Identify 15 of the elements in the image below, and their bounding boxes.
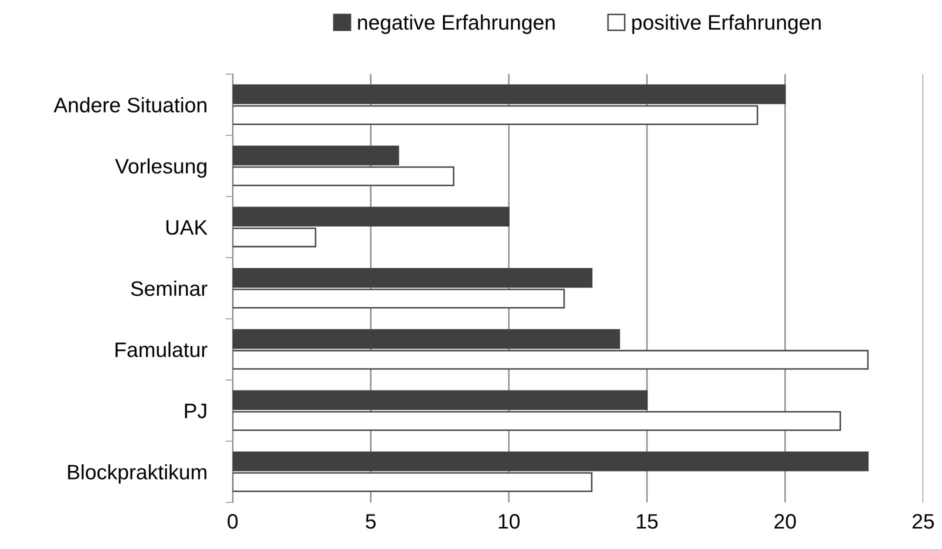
x-tick-label: 15 bbox=[636, 514, 658, 529]
y-tick-label: Blockpraktikum bbox=[68, 464, 206, 484]
legend-label: positive Erfahrungen bbox=[632, 14, 821, 34]
y-tick-label: Seminar bbox=[131, 280, 208, 296]
y-tick-label: PJ bbox=[185, 404, 206, 418]
x-tick-label: 20 bbox=[774, 514, 796, 529]
y-tick-label: Andere Situation bbox=[54, 97, 206, 112]
x-tick-label: 0 bbox=[228, 514, 238, 529]
y-tick-label: UAK bbox=[166, 220, 208, 235]
legend-label: negative Erfahrungen bbox=[358, 14, 555, 34]
y-tick-label: Vorlesung bbox=[115, 158, 206, 178]
y-tick-label: Famulatur bbox=[116, 342, 208, 358]
x-tick-label: 10 bbox=[498, 514, 520, 529]
x-tick-label: 5 bbox=[366, 514, 376, 529]
x-tick-label: 25 bbox=[912, 514, 934, 529]
